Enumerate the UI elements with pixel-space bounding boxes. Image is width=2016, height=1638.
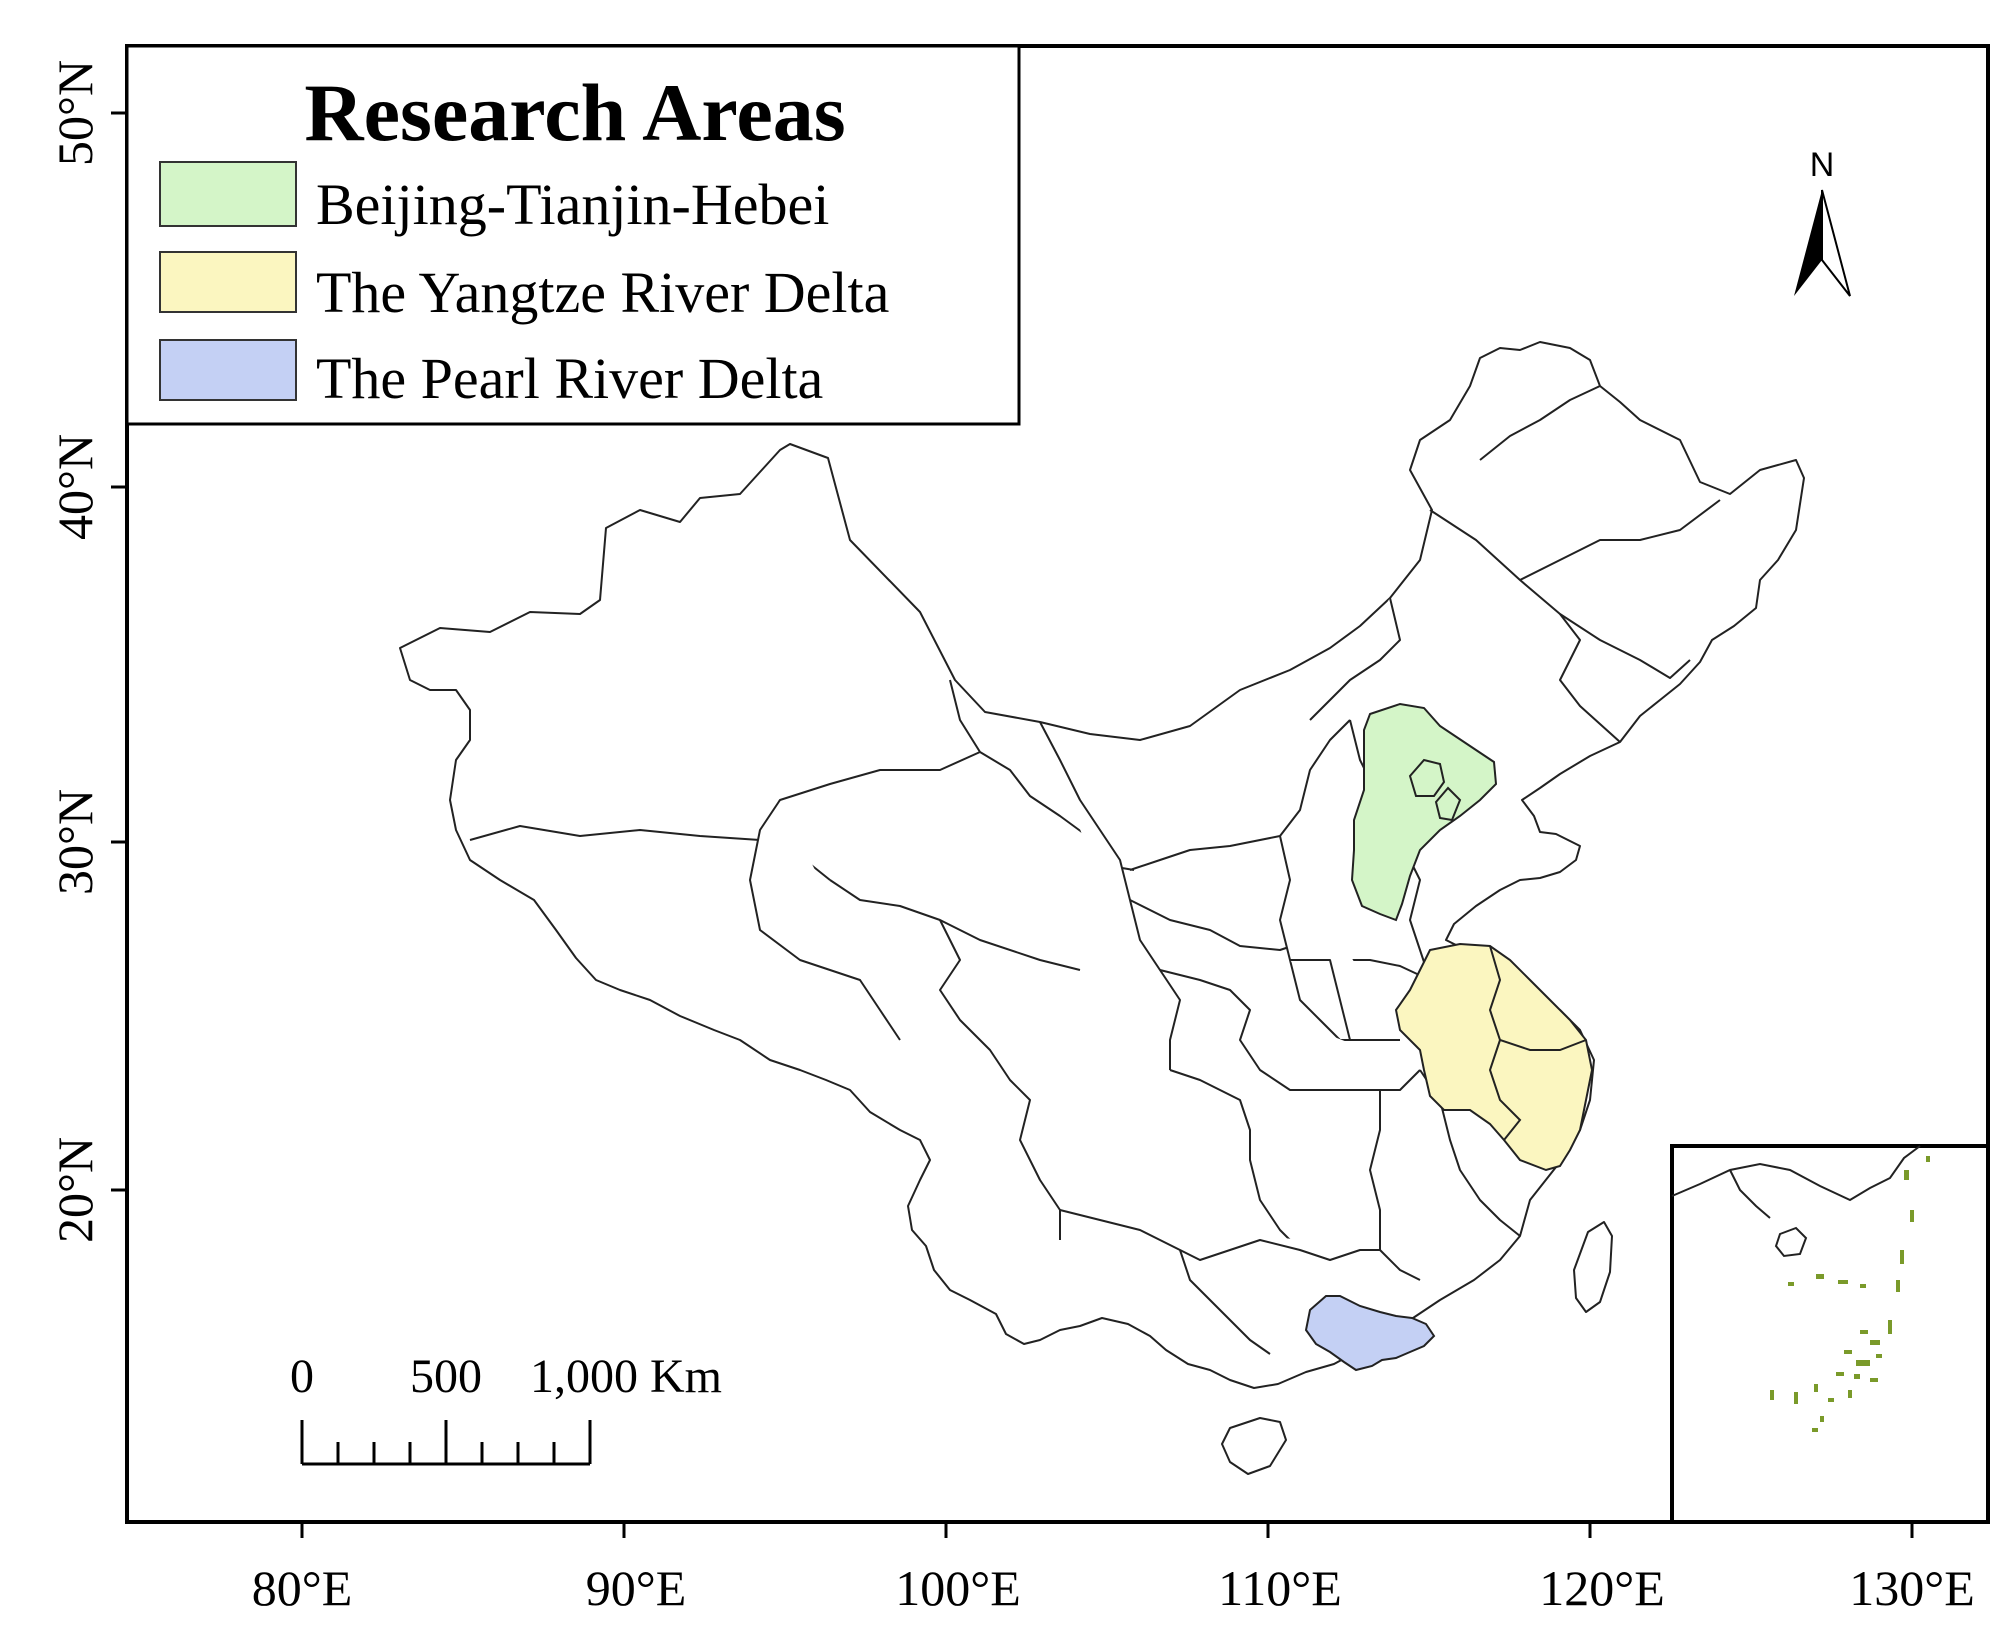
province-boundary: [1519, 499, 1721, 581]
region-tianjin: [1434, 786, 1462, 822]
scale-label-500: 500: [410, 1350, 482, 1403]
x-tick-label: 120°E: [1539, 1560, 1665, 1616]
region-pearl-river-delta: [1304, 1295, 1436, 1372]
x-axis: [300, 1522, 1914, 1538]
province-boundary: [1479, 385, 1601, 461]
province-boundary: [749, 799, 901, 1041]
inset-hainan: [1774, 1226, 1808, 1258]
hainan: [1221, 1417, 1287, 1475]
inset-islands: [1770, 1156, 1930, 1432]
legend-title: Research Areas: [304, 67, 845, 158]
x-tick-label: 100°E: [895, 1560, 1021, 1616]
x-tick-label: 110°E: [1218, 1560, 1342, 1616]
china-map: [399, 341, 1805, 1475]
y-tick-label: 40°N: [47, 434, 103, 540]
province-boundary: [1059, 1209, 1380, 1261]
y-tick-labels: 50°N 40°N 30°N 20°N: [47, 60, 103, 1243]
province-boundary: [939, 919, 1061, 1240]
south-china-sea-inset: [1670, 1144, 1990, 1524]
region-beijing-tianjin-hebei: [1350, 702, 1498, 922]
legend-swatch-blue: [159, 339, 297, 401]
x-tick-labels: 80°E 90°E 100°E 110°E 120°E 130°E: [252, 1560, 1975, 1616]
province-boundary: [1309, 597, 1401, 721]
north-arrow-label: N: [1810, 146, 1835, 184]
north-arrow: N: [1794, 146, 1851, 297]
inset-frame: [1670, 1144, 1990, 1524]
legend: Research Areas Beijing-Tianjin-Hebei The…: [125, 44, 1021, 426]
province-boundary: [1429, 509, 1691, 679]
legend-swatch-yellow: [159, 251, 297, 313]
legend-swatch-green: [159, 161, 297, 227]
inset-coastline: [1729, 1169, 1771, 1219]
scale-label-1000: 1,000 Km: [530, 1350, 722, 1403]
province-boundary: [1290, 959, 1351, 1041]
province-boundary: [1369, 1090, 1421, 1281]
region-beijing: [1408, 758, 1446, 797]
province-boundary: [1279, 835, 1400, 1041]
province-boundary: [1179, 1249, 1271, 1355]
x-tick-label: 90°E: [586, 1560, 687, 1616]
y-tick-label: 30°N: [47, 789, 103, 895]
y-tick-label: 50°N: [47, 60, 103, 166]
legend-label: Beijing-Tianjin-Hebei: [316, 172, 829, 237]
x-tick-label: 130°E: [1849, 1560, 1975, 1616]
y-axis: [111, 111, 127, 1192]
inset-coastline: [1671, 1145, 1921, 1202]
north-arrow-icon: [1794, 190, 1822, 296]
x-tick-label: 80°E: [252, 1560, 353, 1616]
province-boundary: [1488, 1039, 1522, 1141]
province-boundary: [1169, 1069, 1301, 1251]
y-tick-label: 20°N: [47, 1137, 103, 1243]
scale-bar: 0 500 1,000 Km: [290, 1350, 722, 1466]
legend-label: The Pearl River Delta: [316, 346, 823, 411]
scale-label-0: 0: [290, 1350, 314, 1403]
province-boundary: [1559, 613, 1621, 743]
legend-label: The Yangtze River Delta: [316, 260, 889, 325]
taiwan: [1573, 1221, 1613, 1313]
